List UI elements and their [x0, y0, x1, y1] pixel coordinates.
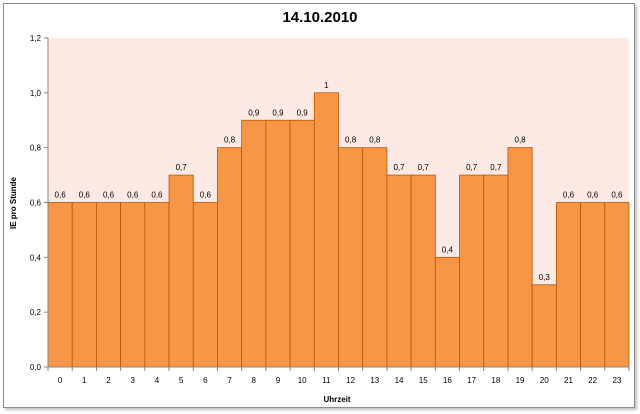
- data-label: 0,8: [369, 136, 381, 145]
- x-tick-label: 15: [419, 376, 428, 385]
- data-label: 0,7: [176, 163, 188, 172]
- data-label: 0,8: [345, 136, 357, 145]
- data-label: 0,6: [55, 191, 67, 200]
- x-tick-label: 16: [443, 376, 452, 385]
- x-tick-label: 17: [467, 376, 476, 385]
- x-axis-label: Uhrzeit: [323, 395, 350, 404]
- x-tick-label: 3: [131, 376, 136, 385]
- data-label: 0,6: [200, 191, 212, 200]
- data-label: 0,7: [418, 163, 430, 172]
- bar: [241, 119, 267, 368]
- bar: [483, 174, 509, 368]
- y-tick-label: 0,2: [30, 308, 42, 317]
- x-tick-label: 23: [612, 376, 621, 385]
- data-label: 0,6: [127, 191, 139, 200]
- data-label: 0,4: [442, 245, 454, 254]
- y-tick-label: 0,4: [30, 253, 42, 262]
- data-label: 0,8: [515, 136, 527, 145]
- x-tick-label: 7: [227, 376, 232, 385]
- bar: [531, 284, 557, 368]
- data-label: 0,3: [539, 273, 551, 282]
- x-tick-label: 20: [540, 376, 549, 385]
- bar: [459, 174, 485, 368]
- data-label: 0,6: [151, 191, 163, 200]
- data-label: 0,6: [79, 191, 91, 200]
- bar: [604, 202, 630, 368]
- bar: [362, 147, 388, 368]
- data-label: 0,6: [611, 191, 623, 200]
- bar: [192, 202, 218, 368]
- x-tick-label: 18: [491, 376, 500, 385]
- bar: [555, 202, 581, 368]
- data-label: 0,6: [563, 191, 575, 200]
- bar: [580, 202, 606, 368]
- x-tick-label: 8: [252, 376, 257, 385]
- x-tick-label: 13: [370, 376, 379, 385]
- x-tick-label: 9: [276, 376, 281, 385]
- y-tick-label: 0,6: [30, 199, 42, 208]
- x-tick-label: 4: [155, 376, 160, 385]
- bar: [313, 92, 339, 368]
- x-tick-label: 12: [346, 376, 355, 385]
- bar: [217, 147, 243, 368]
- bar: [434, 256, 460, 368]
- x-tick-label: 5: [179, 376, 184, 385]
- data-label: 0,6: [103, 191, 115, 200]
- bar: [120, 202, 146, 368]
- bar: [507, 147, 533, 368]
- x-tick-label: 19: [516, 376, 525, 385]
- data-label: 0,9: [297, 108, 309, 117]
- chart-title: 14.10.2010: [282, 9, 357, 26]
- y-tick-label: 0,8: [30, 144, 42, 153]
- bar: [410, 174, 436, 368]
- bar: [386, 174, 412, 368]
- y-tick-label: 1,2: [30, 34, 42, 43]
- bar: [144, 202, 170, 368]
- y-tick-label: 1,0: [30, 89, 42, 98]
- x-tick-label: 2: [106, 376, 111, 385]
- data-label: 0,7: [393, 163, 405, 172]
- data-label: 0,9: [272, 108, 284, 117]
- x-tick-label: 6: [203, 376, 208, 385]
- data-label: 0,7: [490, 163, 502, 172]
- x-tick-label: 1: [82, 376, 87, 385]
- data-label: 0,6: [587, 191, 599, 200]
- bar: [265, 119, 291, 368]
- x-tick-label: 22: [588, 376, 597, 385]
- bar: [168, 174, 194, 368]
- x-tick-label: 10: [298, 376, 307, 385]
- data-label: 0,7: [466, 163, 478, 172]
- data-label: 0,9: [248, 108, 260, 117]
- data-label: 1: [324, 81, 329, 90]
- bar: [289, 119, 315, 368]
- bar: [338, 147, 364, 368]
- y-tick-label: 0,0: [30, 363, 42, 372]
- x-tick-label: 14: [395, 376, 404, 385]
- bar: [47, 202, 73, 368]
- x-tick-label: 11: [322, 376, 331, 385]
- y-axis-label: IE pro Stunde: [9, 176, 18, 229]
- x-tick-label: 21: [564, 376, 573, 385]
- x-tick-label: 0: [58, 376, 63, 385]
- bar: [96, 202, 122, 368]
- data-label: 0,8: [224, 136, 236, 145]
- bar: [71, 202, 97, 368]
